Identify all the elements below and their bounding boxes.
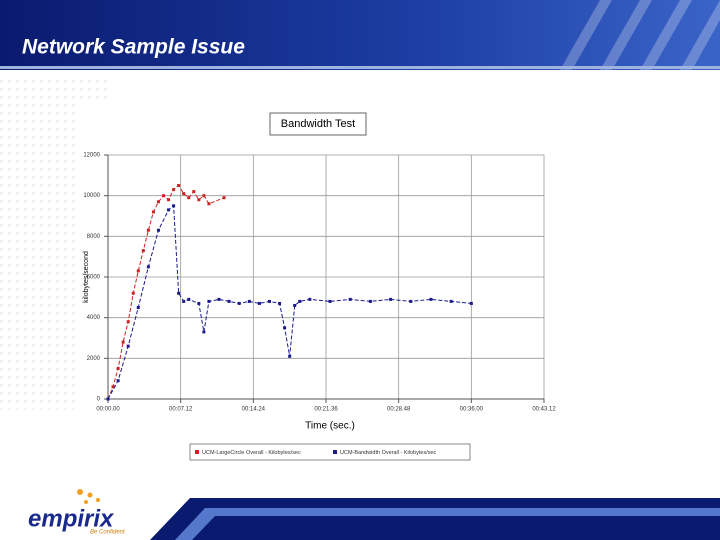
y-tick-label: 12000 [83,153,100,159]
data-point [202,330,206,334]
data-point [429,297,433,301]
data-point [187,196,191,200]
data-point [207,202,211,206]
data-point [409,299,413,303]
x-tick-label: 00:07.12 [169,407,193,413]
data-point [182,299,186,303]
data-point [283,326,287,330]
header-bar [0,0,720,70]
data-point [141,249,145,253]
data-point [177,184,181,187]
data-point [156,228,160,232]
data-point [146,228,150,232]
legend-box [189,443,471,461]
data-point [207,299,211,303]
data-point [237,301,241,305]
series-line [107,184,225,400]
data-point [116,379,120,383]
logo-mark [77,489,100,504]
data-point [328,299,332,303]
data-point [449,299,453,303]
data-point [136,269,140,273]
y-tick-label: 10000 [83,193,100,199]
legend-label: UCM-LargeCircle Overall - Kilobytes/sec [202,450,301,456]
data-point [222,196,226,200]
data-point [146,265,150,269]
data-point [192,190,196,194]
y-tick-label: 2000 [87,356,101,362]
data-point [257,301,261,305]
data-point [348,297,352,301]
x-tick-label: 00:14.24 [242,407,266,413]
data-point [298,299,302,303]
data-point [227,299,231,303]
data-point [172,188,176,192]
data-point [162,194,166,198]
x-tick-label: 00:00.00 [96,407,120,413]
data-point [121,340,125,344]
chart-title: Bandwidth Test [281,118,355,130]
footer-stripes [150,498,720,540]
x-axis-label: Time (sec.) [305,421,355,432]
logo-tagline: Be Confident [90,530,125,536]
data-point [308,297,312,301]
data-point [131,291,135,295]
y-tick-label: 0 [97,397,101,403]
slide-title: Network Sample Issue [22,36,245,59]
x-tick-label: 00:21.36 [314,407,338,413]
data-point [267,299,271,303]
data-point [151,210,155,214]
header-stripes [560,0,720,70]
y-tick-label: 4000 [87,315,101,321]
data-point [167,208,171,212]
data-point [156,200,160,204]
data-point [389,297,393,301]
data-point [288,354,292,358]
data-point [116,367,120,370]
x-tick-label: 00:36.00 [460,407,484,413]
data-point [126,344,130,348]
y-axis-label: kilobytes/second [83,251,90,303]
data-point [136,306,140,309]
x-tick-label: 00:28.48 [387,407,411,413]
data-point [197,301,201,305]
data-point [167,198,171,202]
data-point [177,291,181,295]
x-tick-label: 00:43.12 [532,407,556,413]
data-point [111,385,115,389]
y-tick-label: 8000 [87,234,101,240]
data-point [182,192,186,196]
data-point [247,299,251,303]
data-point [368,299,372,303]
legend-swatch [195,450,199,454]
series-line [107,204,472,400]
chart-title-box [269,112,367,136]
data-point [106,397,110,401]
data-point [202,194,206,198]
data-point [293,303,297,307]
data-point [172,204,176,208]
chart-area [80,100,590,495]
y-tick-label: 6000 [87,275,101,281]
legend-label: UCM-Bandwidth Overall - Kilobytes/sec [340,450,437,456]
header-rule [0,66,720,69]
data-point [278,301,282,305]
legend-swatch [333,450,337,454]
data-point [197,198,201,202]
data-point [187,297,191,301]
data-point [469,301,473,305]
data-point [126,320,130,324]
logo-text: empirix [28,505,115,532]
data-point [217,297,221,301]
